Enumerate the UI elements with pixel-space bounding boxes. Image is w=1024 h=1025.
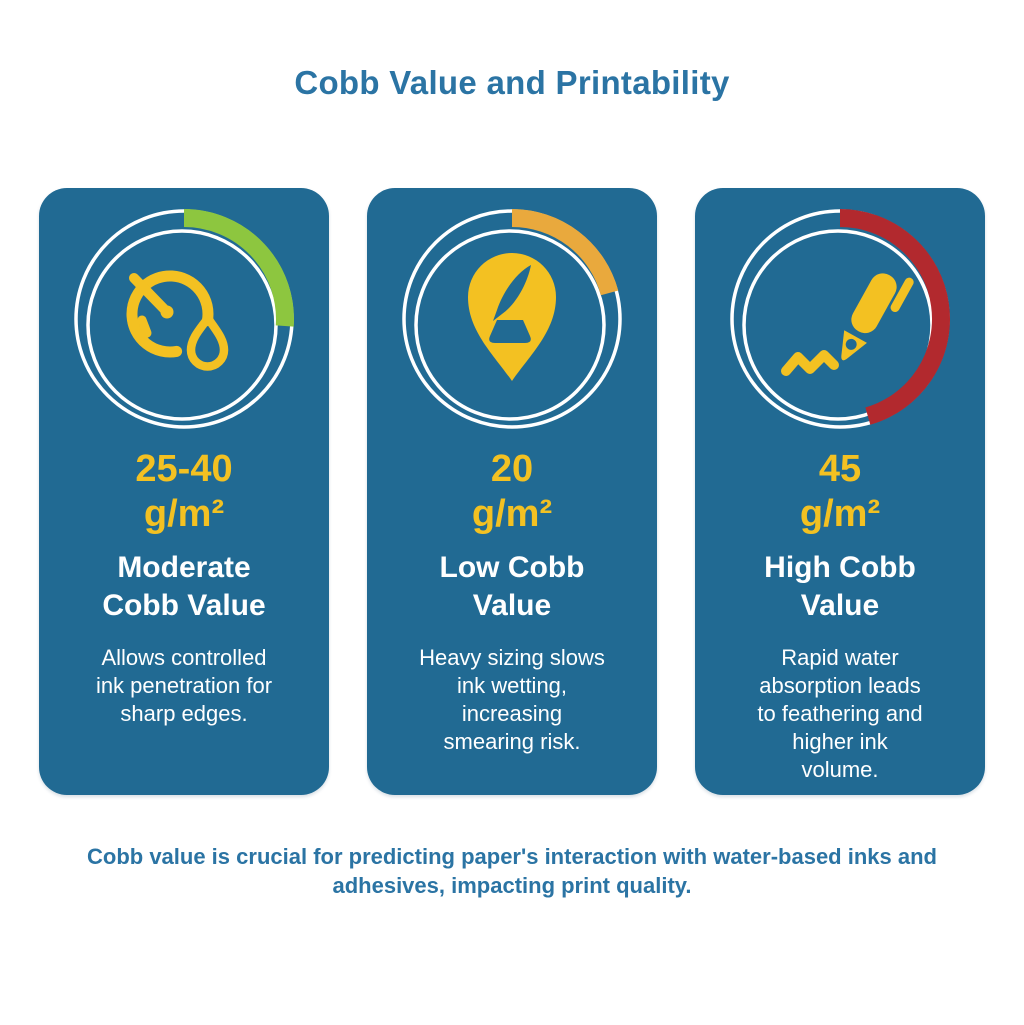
gauge-ring-high <box>724 203 956 435</box>
card-low-cobb-value: 20 g/m² Low Cobb Value Heavy sizing slow… <box>367 188 657 795</box>
cobb-value-range: 20 g/m² <box>471 448 553 535</box>
pen-writing-icon <box>781 273 914 376</box>
gauge-needle <box>129 273 172 317</box>
card-heading: Moderate Cobb Value <box>102 550 266 622</box>
gauge-ring-low <box>396 203 628 435</box>
gauge-tick <box>137 315 152 338</box>
gauge-arc-red <box>839 209 950 425</box>
card-description: Rapid water absorption leads to featheri… <box>757 644 923 782</box>
gauge-ring-svg <box>730 209 950 429</box>
ring-inner-circle <box>414 229 606 421</box>
pen-barrel <box>851 273 897 334</box>
water-droplet-outline <box>186 313 229 371</box>
card-heading: High Cobb Value <box>764 550 916 622</box>
quill-pen <box>493 265 531 321</box>
gauge-arc-orange <box>511 209 619 296</box>
pen-body-group <box>841 273 914 361</box>
ink-drop-shape <box>468 253 556 381</box>
inkwell <box>489 320 531 343</box>
card-high-cobb-value: 45 g/m² High Cobb Value Rapid water abso… <box>695 188 985 795</box>
ink-drop-pin-icon <box>468 253 556 381</box>
pen-clip <box>890 277 914 313</box>
gauge-ring-svg <box>402 209 622 429</box>
page-title: Cobb Value and Printability <box>294 64 730 101</box>
gauge-ring-svg <box>74 209 294 429</box>
card-moderate-cobb-value: 25-40 g/m² Moderate Cobb Value Allows co… <box>39 188 329 795</box>
gauge-ring-moderate <box>68 203 300 435</box>
cards-row: 25-40 g/m² Moderate Cobb Value Allows co… <box>0 188 1024 795</box>
card-heading: Low Cobb Value <box>439 550 585 622</box>
card-description: Allows controlled ink penetration for sh… <box>95 644 273 726</box>
card-description: Heavy sizing slows ink wetting, increasi… <box>419 644 605 754</box>
gauge-needle-hub <box>160 305 174 319</box>
gauge-droplet-icon <box>126 270 229 371</box>
gauge-arc-green <box>183 209 294 327</box>
pen-nib-hole <box>845 338 857 350</box>
cobb-value-range: 25-40 g/m² <box>135 448 233 535</box>
cobb-value-range: 45 g/m² <box>799 448 881 535</box>
zigzag-line <box>781 350 839 376</box>
footer-caption: Cobb value is crucial for predicting pap… <box>87 844 937 898</box>
